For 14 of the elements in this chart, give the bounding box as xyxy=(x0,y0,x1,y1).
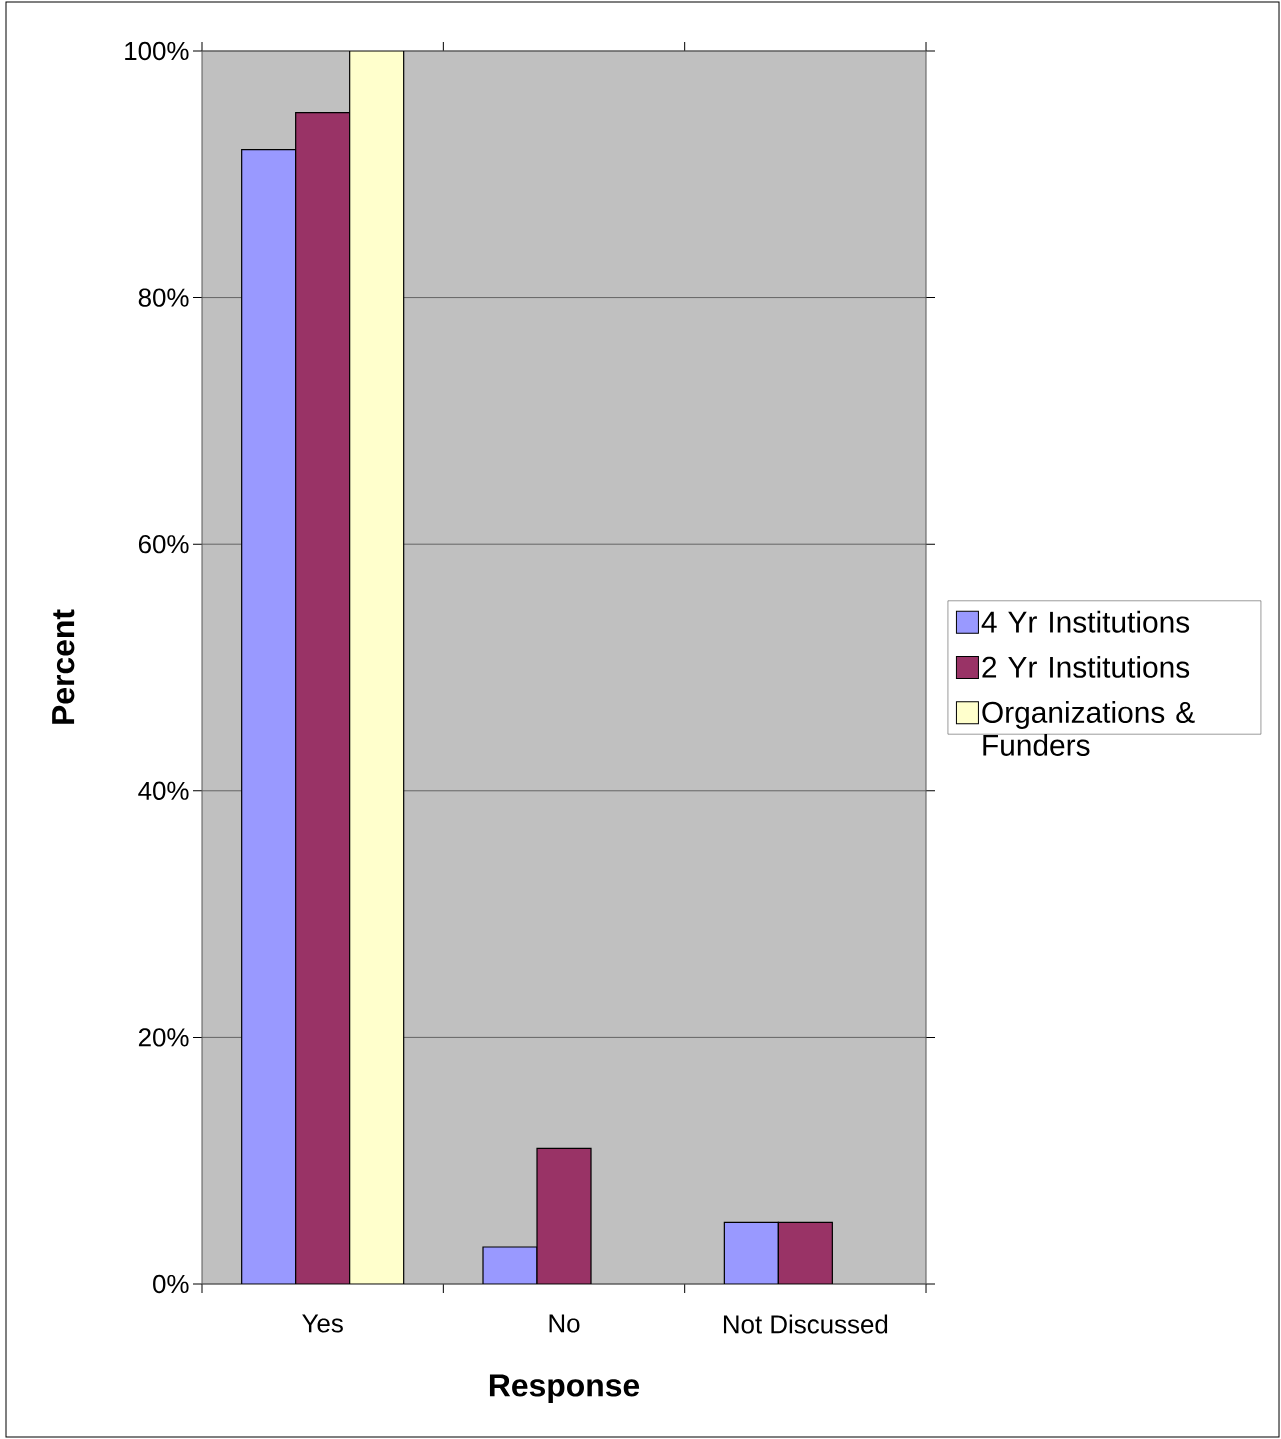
y-axis-title: Percent xyxy=(52,609,75,724)
y-tick-label: 40% xyxy=(138,781,189,800)
y-tick-label: 100% xyxy=(125,41,189,61)
y-tick-label: 0% xyxy=(153,1274,189,1294)
x-tick-label: Not Discussed xyxy=(723,1314,888,1334)
y-tick-label: 80% xyxy=(138,288,189,307)
y-tick-label: 60% xyxy=(138,535,189,554)
legend-label: 4 Yr Institutions xyxy=(981,610,1190,633)
legend-label: Organizations & Funders xyxy=(982,701,1195,756)
legend-label: 2 Yr Institutions xyxy=(982,655,1190,678)
x-axis-title: Response xyxy=(489,1374,640,1403)
x-tick-label: No xyxy=(549,1314,580,1333)
x-tick-label: Yes xyxy=(302,1314,343,1333)
y-tick-label: 20% xyxy=(138,1028,189,1047)
